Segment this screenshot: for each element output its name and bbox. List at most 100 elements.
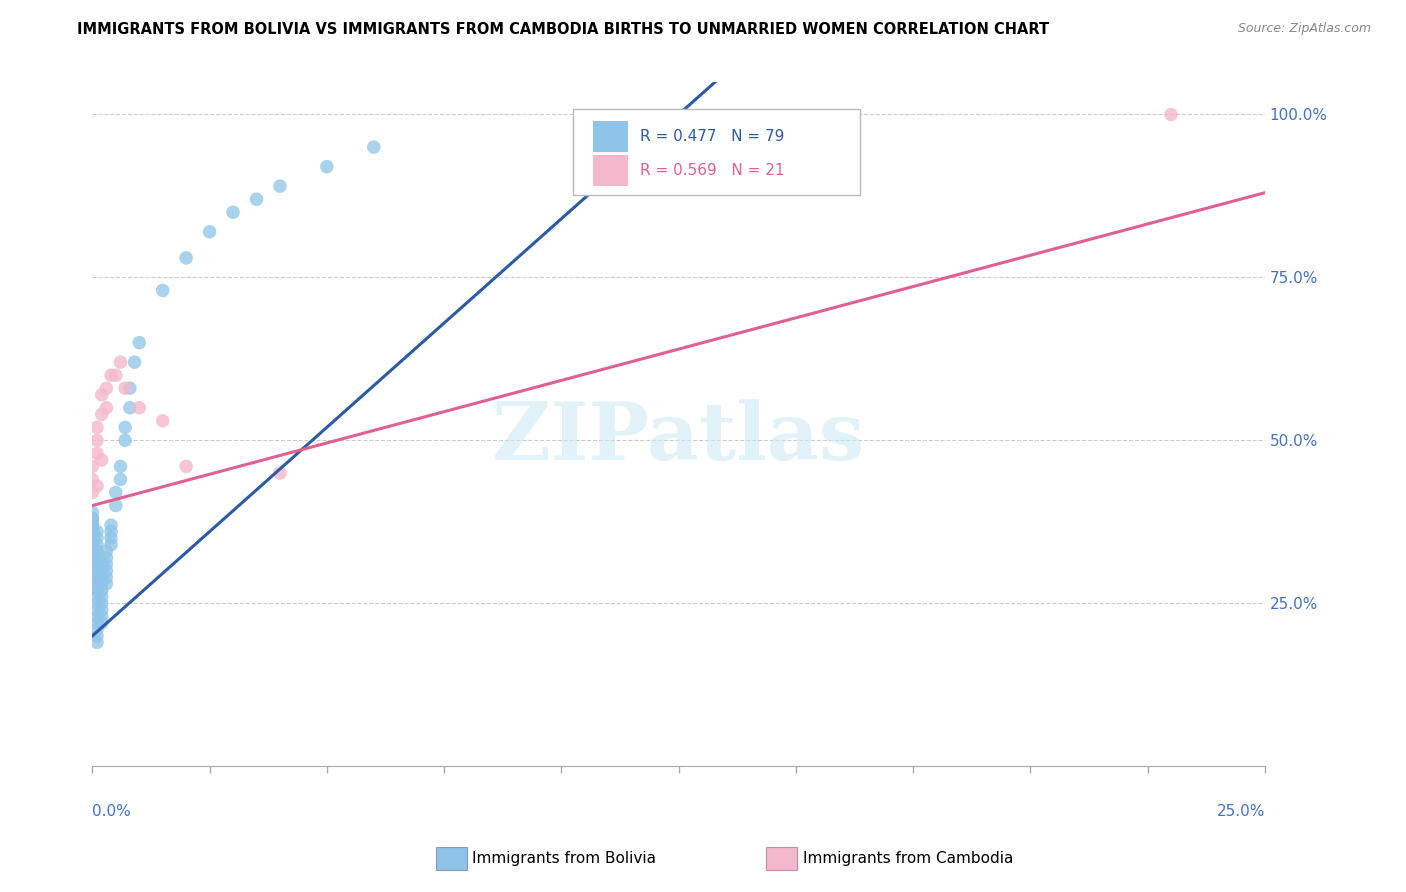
Point (86, 596, 108, 610)
Point (82, 511, 104, 525)
Point (82, 538, 104, 552)
Text: 0.0%: 0.0% (93, 804, 131, 819)
Point (96, 576, 118, 591)
Point (198, 225, 221, 239)
Text: IMMIGRANTS FROM BOLIVIA VS IMMIGRANTS FROM CAMBODIA BIRTHS TO UNMARRIED WOMEN CO: IMMIGRANTS FROM BOLIVIA VS IMMIGRANTS FR… (77, 22, 1049, 37)
Point (82, 531, 104, 545)
Point (86, 531, 108, 545)
Text: Source: ZipAtlas.com: Source: ZipAtlas.com (1237, 22, 1371, 36)
Point (82, 511, 104, 525)
Point (114, 420, 136, 434)
Point (96, 544, 118, 558)
Point (96, 570, 118, 584)
Point (124, 355, 146, 369)
Point (90, 453, 112, 467)
Point (174, 251, 197, 265)
Point (104, 485, 127, 500)
Point (82, 473, 104, 487)
Point (90, 590, 112, 604)
Point (86, 629, 108, 643)
Point (86, 623, 108, 637)
Text: Immigrants from Bolivia: Immigrants from Bolivia (472, 851, 657, 865)
Point (82, 518, 104, 533)
Point (269, 466, 291, 480)
Point (90, 564, 112, 578)
Point (82, 524, 104, 539)
Point (82, 564, 104, 578)
Point (82, 518, 104, 533)
Point (86, 590, 108, 604)
Point (104, 368, 127, 383)
Point (82, 511, 104, 525)
Point (128, 335, 150, 350)
Point (245, 192, 267, 206)
Point (96, 558, 118, 572)
Point (96, 550, 118, 565)
Point (1160, 107, 1182, 121)
Point (82, 531, 104, 545)
Point (82, 544, 104, 558)
Point (82, 531, 104, 545)
Point (110, 473, 132, 487)
Point (82, 505, 104, 519)
Point (82, 538, 104, 552)
Point (110, 355, 132, 369)
Point (86, 434, 108, 448)
Point (86, 570, 108, 584)
Point (110, 459, 132, 474)
Point (86, 544, 108, 558)
Point (86, 564, 108, 578)
FancyBboxPatch shape (593, 155, 628, 186)
Point (152, 414, 174, 428)
Point (222, 205, 245, 219)
Point (86, 524, 108, 539)
Point (82, 544, 104, 558)
Point (90, 583, 112, 598)
Point (104, 499, 127, 513)
Point (90, 388, 112, 402)
Point (86, 609, 108, 624)
Point (90, 558, 112, 572)
Text: ZIPatlas: ZIPatlas (492, 399, 865, 476)
Point (90, 615, 112, 630)
Text: Immigrants from Cambodia: Immigrants from Cambodia (803, 851, 1014, 865)
Point (82, 558, 104, 572)
Point (82, 524, 104, 539)
Point (315, 160, 337, 174)
Point (90, 603, 112, 617)
Point (82, 485, 104, 500)
Point (86, 576, 108, 591)
Point (269, 179, 291, 194)
Point (808, 127, 831, 141)
Point (363, 140, 385, 154)
Text: 25.0%: 25.0% (1216, 804, 1265, 819)
Point (114, 434, 136, 448)
Point (86, 446, 108, 460)
Point (152, 284, 174, 298)
Point (90, 576, 112, 591)
Point (86, 576, 108, 591)
Point (90, 570, 112, 584)
FancyBboxPatch shape (574, 110, 860, 194)
Point (100, 531, 122, 545)
Text: R = 0.477   N = 79: R = 0.477 N = 79 (640, 129, 785, 145)
Point (86, 420, 108, 434)
Point (100, 518, 122, 533)
Point (90, 596, 112, 610)
Point (90, 609, 112, 624)
Point (82, 518, 104, 533)
Point (86, 603, 108, 617)
Text: R = 0.569   N = 21: R = 0.569 N = 21 (640, 163, 785, 178)
Point (128, 401, 150, 415)
Point (90, 407, 112, 421)
Point (118, 381, 141, 395)
Point (86, 479, 108, 493)
Point (86, 550, 108, 565)
Point (100, 368, 122, 383)
Point (96, 381, 118, 395)
Point (100, 524, 122, 539)
Point (82, 550, 104, 565)
Point (86, 583, 108, 598)
Point (174, 459, 197, 474)
Point (96, 401, 118, 415)
